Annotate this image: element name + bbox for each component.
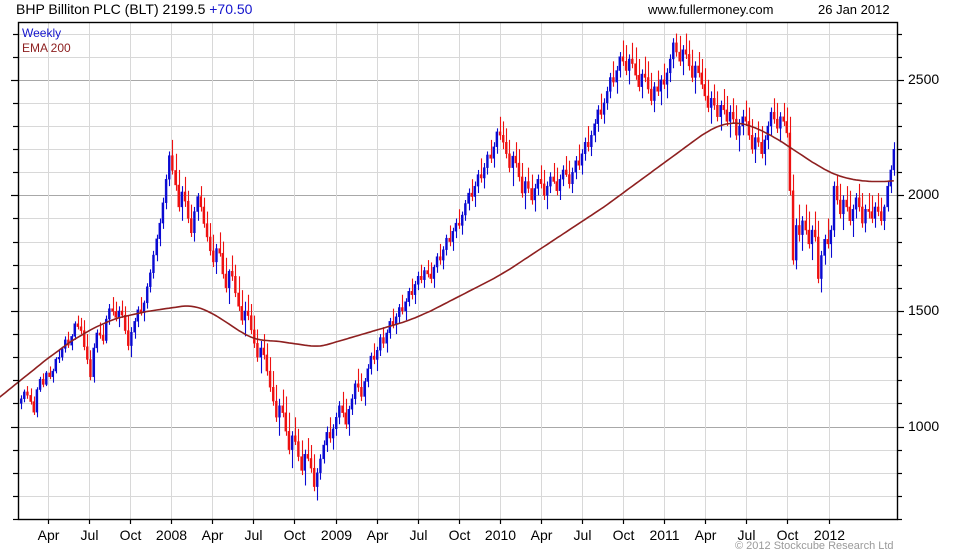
chart-date: 26 Jan 2012 [818,2,890,17]
x-axis-tick-label: 2012 [813,527,846,543]
x-axis-tick-label: 2011 [649,527,680,543]
x-axis-tick-label: 2010 [484,527,517,543]
x-axis-tick-label: Oct [119,527,142,543]
x-axis-tick-label: Apr [366,527,389,543]
x-axis-tick-label: Apr [201,527,224,543]
gridlines-major [18,80,897,428]
x-axis-tick-label: Oct [612,527,635,543]
copyright-label: © 2012 Stockcube Research Ltd [735,540,894,552]
axis-frame [11,21,904,524]
x-axis-tick-label: Jul [80,527,99,543]
instrument-title-text: BHP Billiton PLC (BLT) 2199.5 [16,1,206,17]
y-axis-tick-label: 2500 [908,70,940,87]
x-axis-tick-label: Jul [573,527,592,543]
gridlines-vertical [48,22,830,519]
x-axis-tick-label: 2009 [320,527,353,543]
x-axis-tick-label: Jul [409,527,428,543]
price-change: +70.50 [209,1,253,17]
ema200-line [0,122,894,398]
x-axis-tick-label: Oct [776,527,799,543]
x-axis-tick-label: Apr [37,527,60,543]
chart-legend: Weekly EMA 200 [22,26,71,56]
legend-item-ema200: EMA 200 [22,41,71,55]
chart-header: BHP Billiton PLC (BLT) 2199.5 +70.50 www… [0,0,980,20]
x-axis-tick-label: Jul [737,527,756,543]
y-axis-tick-label: 1000 [908,417,940,434]
x-axis-tick-label: Apr [694,527,717,543]
x-axis-tick-label: Oct [283,527,306,543]
y-axis-tick-label: 1500 [908,301,940,318]
x-axis-tick-label: Oct [448,527,471,543]
x-axis-tick-label: Apr [530,527,553,543]
legend-item-weekly: Weekly [22,26,62,40]
x-axis-tick-label: Jul [244,527,263,543]
x-axis-tick-label: 2008 [155,527,188,543]
instrument-title: BHP Billiton PLC (BLT) 2199.5 +70.50 [16,1,252,17]
y-axis-tick-label: 2000 [908,186,940,203]
website-label: www.fullermoney.com [648,2,774,17]
